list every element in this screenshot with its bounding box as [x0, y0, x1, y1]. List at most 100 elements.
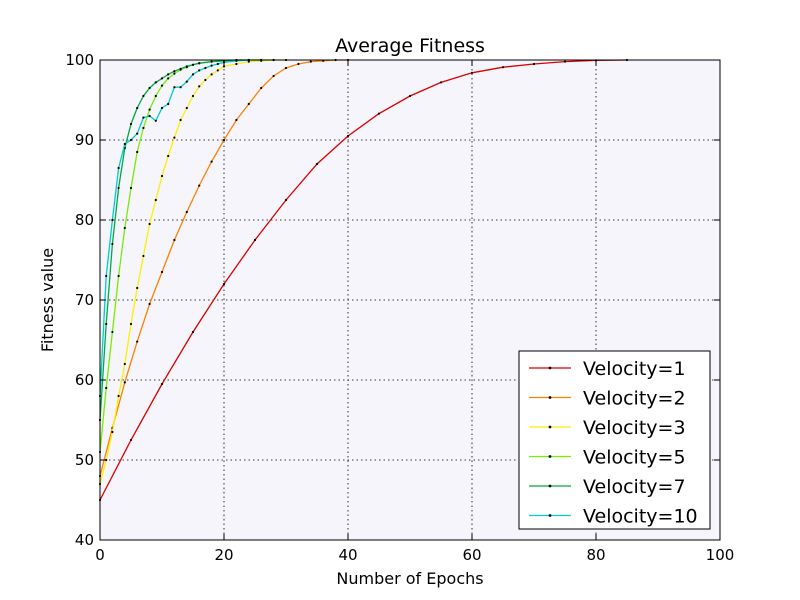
data-point: [179, 67, 182, 70]
data-point: [210, 73, 213, 76]
data-point: [191, 94, 195, 98]
data-point: [136, 340, 139, 343]
legend-item: Velocity=1: [529, 358, 686, 380]
data-point: [173, 86, 176, 89]
data-point: [142, 254, 145, 258]
data-point: [167, 102, 170, 106]
legend-label: Velocity=10: [583, 506, 698, 528]
legend-item: Velocity=5: [529, 447, 686, 469]
data-point: [136, 132, 139, 135]
data-point: [191, 73, 195, 76]
data-point: [284, 198, 288, 202]
data-point: [123, 142, 126, 146]
data-point: [117, 166, 120, 170]
legend-marker: [548, 484, 552, 488]
data-point: [235, 62, 238, 66]
data-point: [284, 66, 288, 70]
data-point: [173, 70, 176, 73]
data-point: [160, 106, 164, 110]
y-tick-label: 100: [65, 51, 94, 69]
axis-ticks: 0 20 40 60 80 100 40 50 60 70 80 90 100: [65, 51, 734, 564]
data-point: [123, 226, 126, 230]
data-point: [154, 198, 157, 202]
data-point: [179, 118, 182, 122]
data-point: [142, 94, 145, 98]
data-point: [204, 66, 207, 70]
legend-label: Velocity=5: [583, 447, 686, 469]
x-tick-label: 0: [95, 546, 105, 564]
data-point: [105, 274, 108, 278]
data-point: [247, 60, 250, 63]
legend-item: Velocity=3: [529, 417, 686, 439]
legend-item: Velocity=10: [529, 506, 698, 528]
data-point: [129, 122, 133, 126]
data-point: [111, 242, 114, 246]
data-point: [148, 302, 151, 306]
data-point: [198, 62, 201, 65]
data-point: [272, 74, 275, 78]
data-point: [235, 118, 238, 122]
data-point: [117, 186, 120, 190]
data-point: [105, 322, 108, 326]
data-point: [253, 238, 257, 242]
chart-title: Average Fitness: [335, 35, 485, 57]
y-axis-title: Fitness value: [38, 248, 57, 352]
data-point: [111, 330, 114, 334]
series-line: [99, 59, 628, 501]
data-point: [148, 222, 151, 226]
data-point: [173, 136, 176, 139]
data-point: [160, 174, 164, 178]
data-point: [315, 162, 319, 166]
data-point: [532, 62, 536, 66]
data-point: [154, 119, 157, 122]
x-tick-label: 100: [706, 546, 735, 564]
legend: Velocity=1 Velocity=2 Velocity=3 Velocity=5…: [518, 350, 711, 530]
data-point: [123, 362, 126, 366]
data-point: [160, 270, 164, 274]
legend-item: Velocity=2: [529, 388, 686, 410]
y-tick-label: 70: [75, 291, 94, 309]
data-point: [136, 150, 139, 154]
data-point: [129, 438, 133, 442]
data-point: [129, 186, 133, 190]
data-point: [117, 394, 120, 398]
data-point: [173, 72, 176, 75]
data-point: [198, 184, 201, 187]
legend-label: Velocity=2: [583, 388, 686, 410]
y-tick-label: 50: [75, 451, 94, 469]
data-point: [105, 386, 108, 390]
data-point: [222, 138, 226, 142]
x-tick-label: 40: [338, 546, 357, 564]
data-point: [470, 71, 474, 74]
data-point: [210, 64, 213, 67]
legend-marker: [548, 455, 552, 458]
data-point: [167, 73, 170, 76]
data-point: [148, 86, 151, 90]
data-point: [136, 286, 139, 290]
data-point: [297, 62, 300, 66]
data-point: [179, 86, 182, 89]
data-point: [129, 322, 133, 326]
data-point: [142, 126, 145, 130]
x-tick-label: 80: [586, 546, 605, 564]
legend-box: [518, 350, 711, 530]
legend-marker: [548, 366, 552, 370]
data-point: [222, 65, 226, 68]
data-point: [154, 81, 157, 84]
series-1: [98, 58, 629, 502]
data-point: [185, 210, 188, 214]
y-tick-label: 80: [75, 211, 94, 229]
data-point: [160, 382, 164, 386]
data-point: [136, 106, 139, 110]
y-tick-label: 90: [75, 131, 94, 149]
data-point: [185, 65, 188, 68]
data-point: [167, 154, 170, 158]
data-point: [160, 84, 164, 87]
x-tick-label: 60: [462, 546, 481, 564]
data-point: [346, 134, 350, 138]
x-axis-title: Number of Epochs: [336, 569, 483, 588]
series-6: [98, 58, 263, 398]
data-point: [185, 106, 188, 110]
legend-label: Velocity=1: [583, 358, 686, 380]
